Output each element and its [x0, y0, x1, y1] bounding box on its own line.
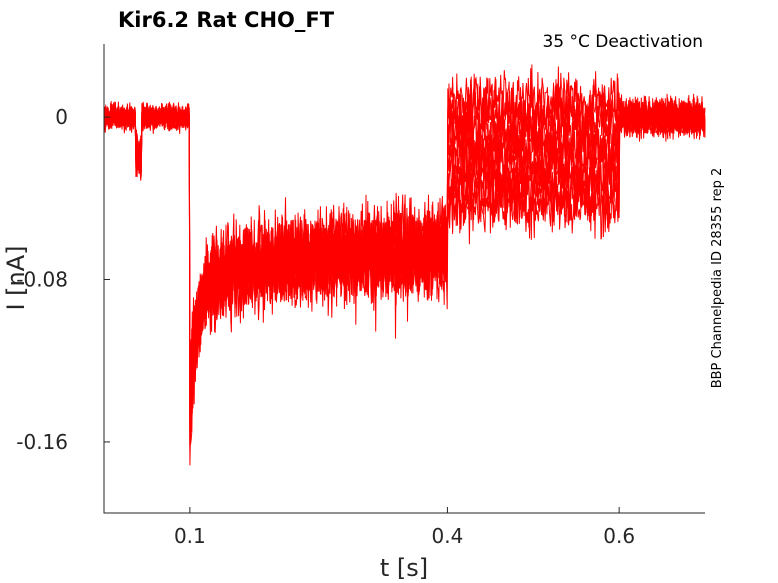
x-tick-label: 0.4 — [432, 524, 464, 548]
chart-subtitle: 35 °C Deactivation — [542, 32, 703, 52]
y-ticks: 0 -0.08 -0.16 — [16, 105, 110, 454]
x-tick-label: 0.1 — [174, 524, 206, 548]
x-ticks: 0.1 0.4 0.6 — [174, 507, 635, 548]
axes-box — [103, 44, 705, 514]
side-annotation: BBP Channelpedia ID 28355 rep 2 — [710, 168, 725, 389]
y-tick-label: -0.08 — [16, 268, 68, 292]
y-tick-label: 0 — [55, 105, 68, 129]
series-line — [103, 95, 706, 377]
x-axis-label: t [s] — [380, 554, 428, 582]
y-axis-label: I [nA] — [2, 245, 30, 310]
y-tick-label: -0.16 — [16, 430, 68, 454]
x-tick-label: 0.6 — [603, 524, 635, 548]
traces-group — [103, 64, 706, 466]
chart-title: Kir6.2 Rat CHO_FT — [118, 8, 335, 32]
series-line — [103, 94, 706, 384]
